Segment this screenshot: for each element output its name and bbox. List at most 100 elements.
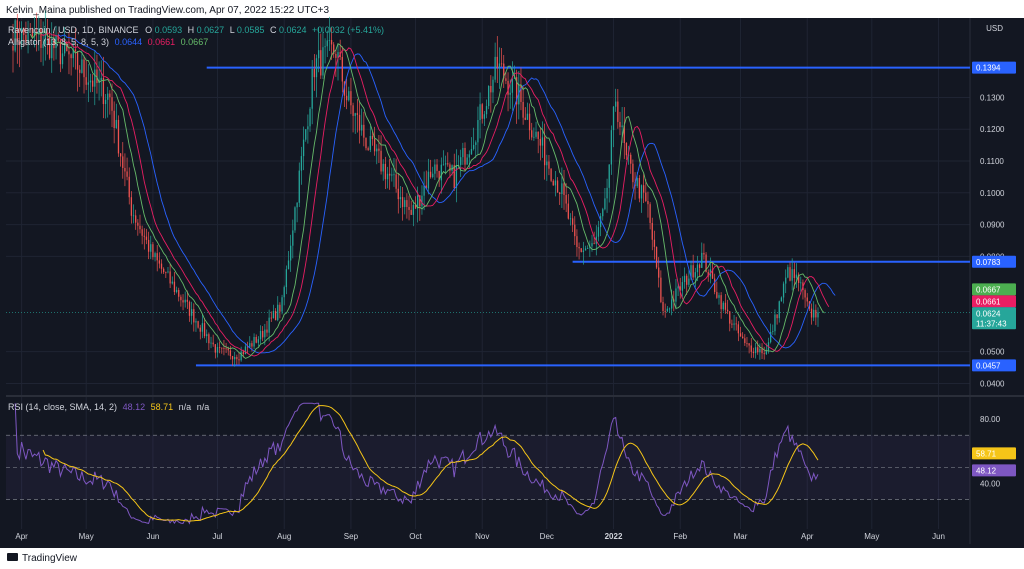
close-label: C <box>270 25 277 35</box>
candle <box>124 167 126 172</box>
candle <box>337 52 339 58</box>
open-value: 0.0593 <box>155 25 183 35</box>
time-tick-label: Apr <box>15 532 28 541</box>
candle <box>216 346 219 353</box>
candle <box>748 343 750 346</box>
candle <box>201 323 204 332</box>
rsi-bb-lower-value: n/a <box>197 402 210 412</box>
candle <box>546 161 548 166</box>
candle <box>369 135 371 150</box>
candle <box>789 267 791 281</box>
candle <box>429 171 432 178</box>
candle <box>421 195 423 207</box>
candle <box>513 77 516 79</box>
candle <box>171 281 173 284</box>
candle <box>307 126 309 130</box>
candle <box>733 323 735 325</box>
candle <box>100 77 102 81</box>
candle <box>55 35 57 49</box>
candle <box>683 275 686 283</box>
tradingview-brand: TradingView <box>7 553 78 564</box>
candle <box>249 343 251 348</box>
candle <box>311 68 313 109</box>
candle <box>636 178 638 187</box>
candle <box>31 28 34 37</box>
candle <box>287 260 290 270</box>
candle <box>535 131 537 137</box>
candle <box>165 272 167 273</box>
candle <box>160 263 163 269</box>
candle <box>51 39 53 59</box>
candle <box>791 269 793 281</box>
candle <box>772 331 774 332</box>
candle <box>143 235 145 237</box>
candle <box>266 329 268 333</box>
candle <box>410 209 412 215</box>
candle <box>793 269 795 278</box>
candle <box>348 91 350 101</box>
candle <box>255 336 257 343</box>
candle <box>630 154 632 164</box>
candle <box>126 171 128 177</box>
candle <box>214 344 216 353</box>
candle <box>599 216 602 228</box>
candle <box>548 161 550 169</box>
tradingview-logo-icon <box>7 553 18 561</box>
time-tick-label: Dec <box>540 532 554 541</box>
candle <box>317 50 320 59</box>
candle <box>550 168 552 181</box>
candle <box>113 110 115 129</box>
candle <box>507 80 509 95</box>
alligator-tag <box>972 283 1016 296</box>
candle <box>395 174 397 189</box>
candle <box>509 92 511 95</box>
candle <box>358 114 361 131</box>
candle <box>668 308 671 310</box>
candle <box>292 230 294 246</box>
candle <box>782 283 785 298</box>
candle <box>531 130 533 138</box>
candle <box>225 348 227 350</box>
candle <box>223 347 225 349</box>
candle <box>785 277 787 284</box>
candle <box>404 200 406 208</box>
rsi-pane <box>6 402 970 525</box>
candle <box>333 44 335 54</box>
candle <box>64 42 66 54</box>
candle <box>666 308 668 312</box>
candle <box>627 154 630 156</box>
time-tick-label: Aug <box>277 532 291 541</box>
candle <box>453 165 455 188</box>
price-tick-label: 0.0900 <box>980 221 1005 230</box>
candle <box>653 239 656 247</box>
candle <box>40 28 42 48</box>
candle <box>320 50 322 76</box>
candle <box>466 157 468 165</box>
candle <box>397 188 399 200</box>
candle <box>242 351 244 355</box>
candle <box>761 348 763 354</box>
candle <box>423 185 425 196</box>
rsi-line <box>14 402 819 525</box>
candle <box>221 347 223 349</box>
candle <box>649 204 651 223</box>
level-tag <box>972 359 1016 372</box>
candle <box>238 359 240 361</box>
candle <box>460 157 462 165</box>
rsi-sma-legend-value: 58.71 <box>151 402 174 412</box>
candle <box>59 40 62 65</box>
candle <box>582 250 585 252</box>
candle <box>229 350 232 357</box>
candle <box>485 106 488 115</box>
candle <box>122 156 124 168</box>
candle <box>104 99 107 105</box>
candle <box>341 57 343 82</box>
candle <box>23 27 25 35</box>
candle <box>593 243 595 244</box>
candle <box>472 144 475 149</box>
candle <box>524 117 526 120</box>
rsi-sma-line <box>42 405 819 522</box>
candle <box>234 356 236 360</box>
candle <box>696 264 699 273</box>
candle <box>354 113 356 116</box>
